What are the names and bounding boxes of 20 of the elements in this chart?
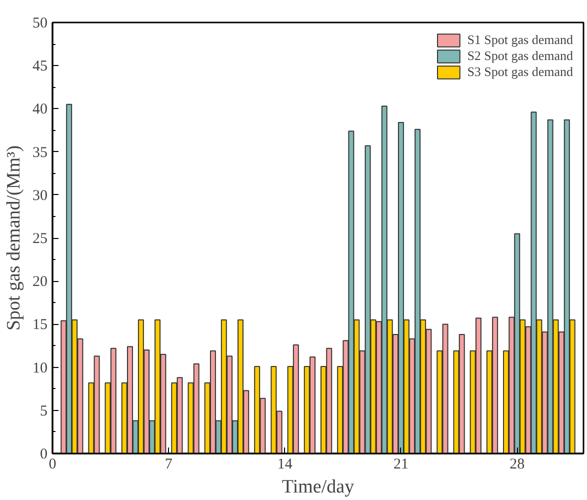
y-tick-label: 30 — [32, 188, 48, 204]
y-tick-label: 15 — [32, 317, 48, 334]
y-tick-label: 35 — [32, 144, 48, 161]
y-tick-label: 5 — [40, 403, 48, 420]
y-tick-label: 0 — [40, 446, 48, 462]
y-tick-label: 50 — [32, 16, 48, 32]
legend-label: S1 Spot gas demand — [467, 32, 573, 48]
y-tick-label: 20 — [32, 274, 48, 290]
y-tick-label: 25 — [32, 231, 48, 247]
x-tick-label: 28 — [510, 456, 525, 472]
x-tick-label: 7 — [164, 456, 173, 472]
y-tick-label: 45 — [32, 58, 48, 75]
y-axis-title: Spot gas demand/(Mm³) — [4, 145, 24, 331]
y-tick-label: 10 — [32, 360, 48, 376]
x-tick-label: 21 — [393, 456, 408, 472]
legend-label: S3 Spot gas demand — [467, 64, 573, 80]
x-axis-title: Time/day — [282, 476, 355, 498]
x-tick-label: 14 — [277, 456, 293, 472]
y-tick-label: 40 — [32, 102, 48, 118]
legend-label: S2 Spot gas demand — [467, 48, 573, 64]
